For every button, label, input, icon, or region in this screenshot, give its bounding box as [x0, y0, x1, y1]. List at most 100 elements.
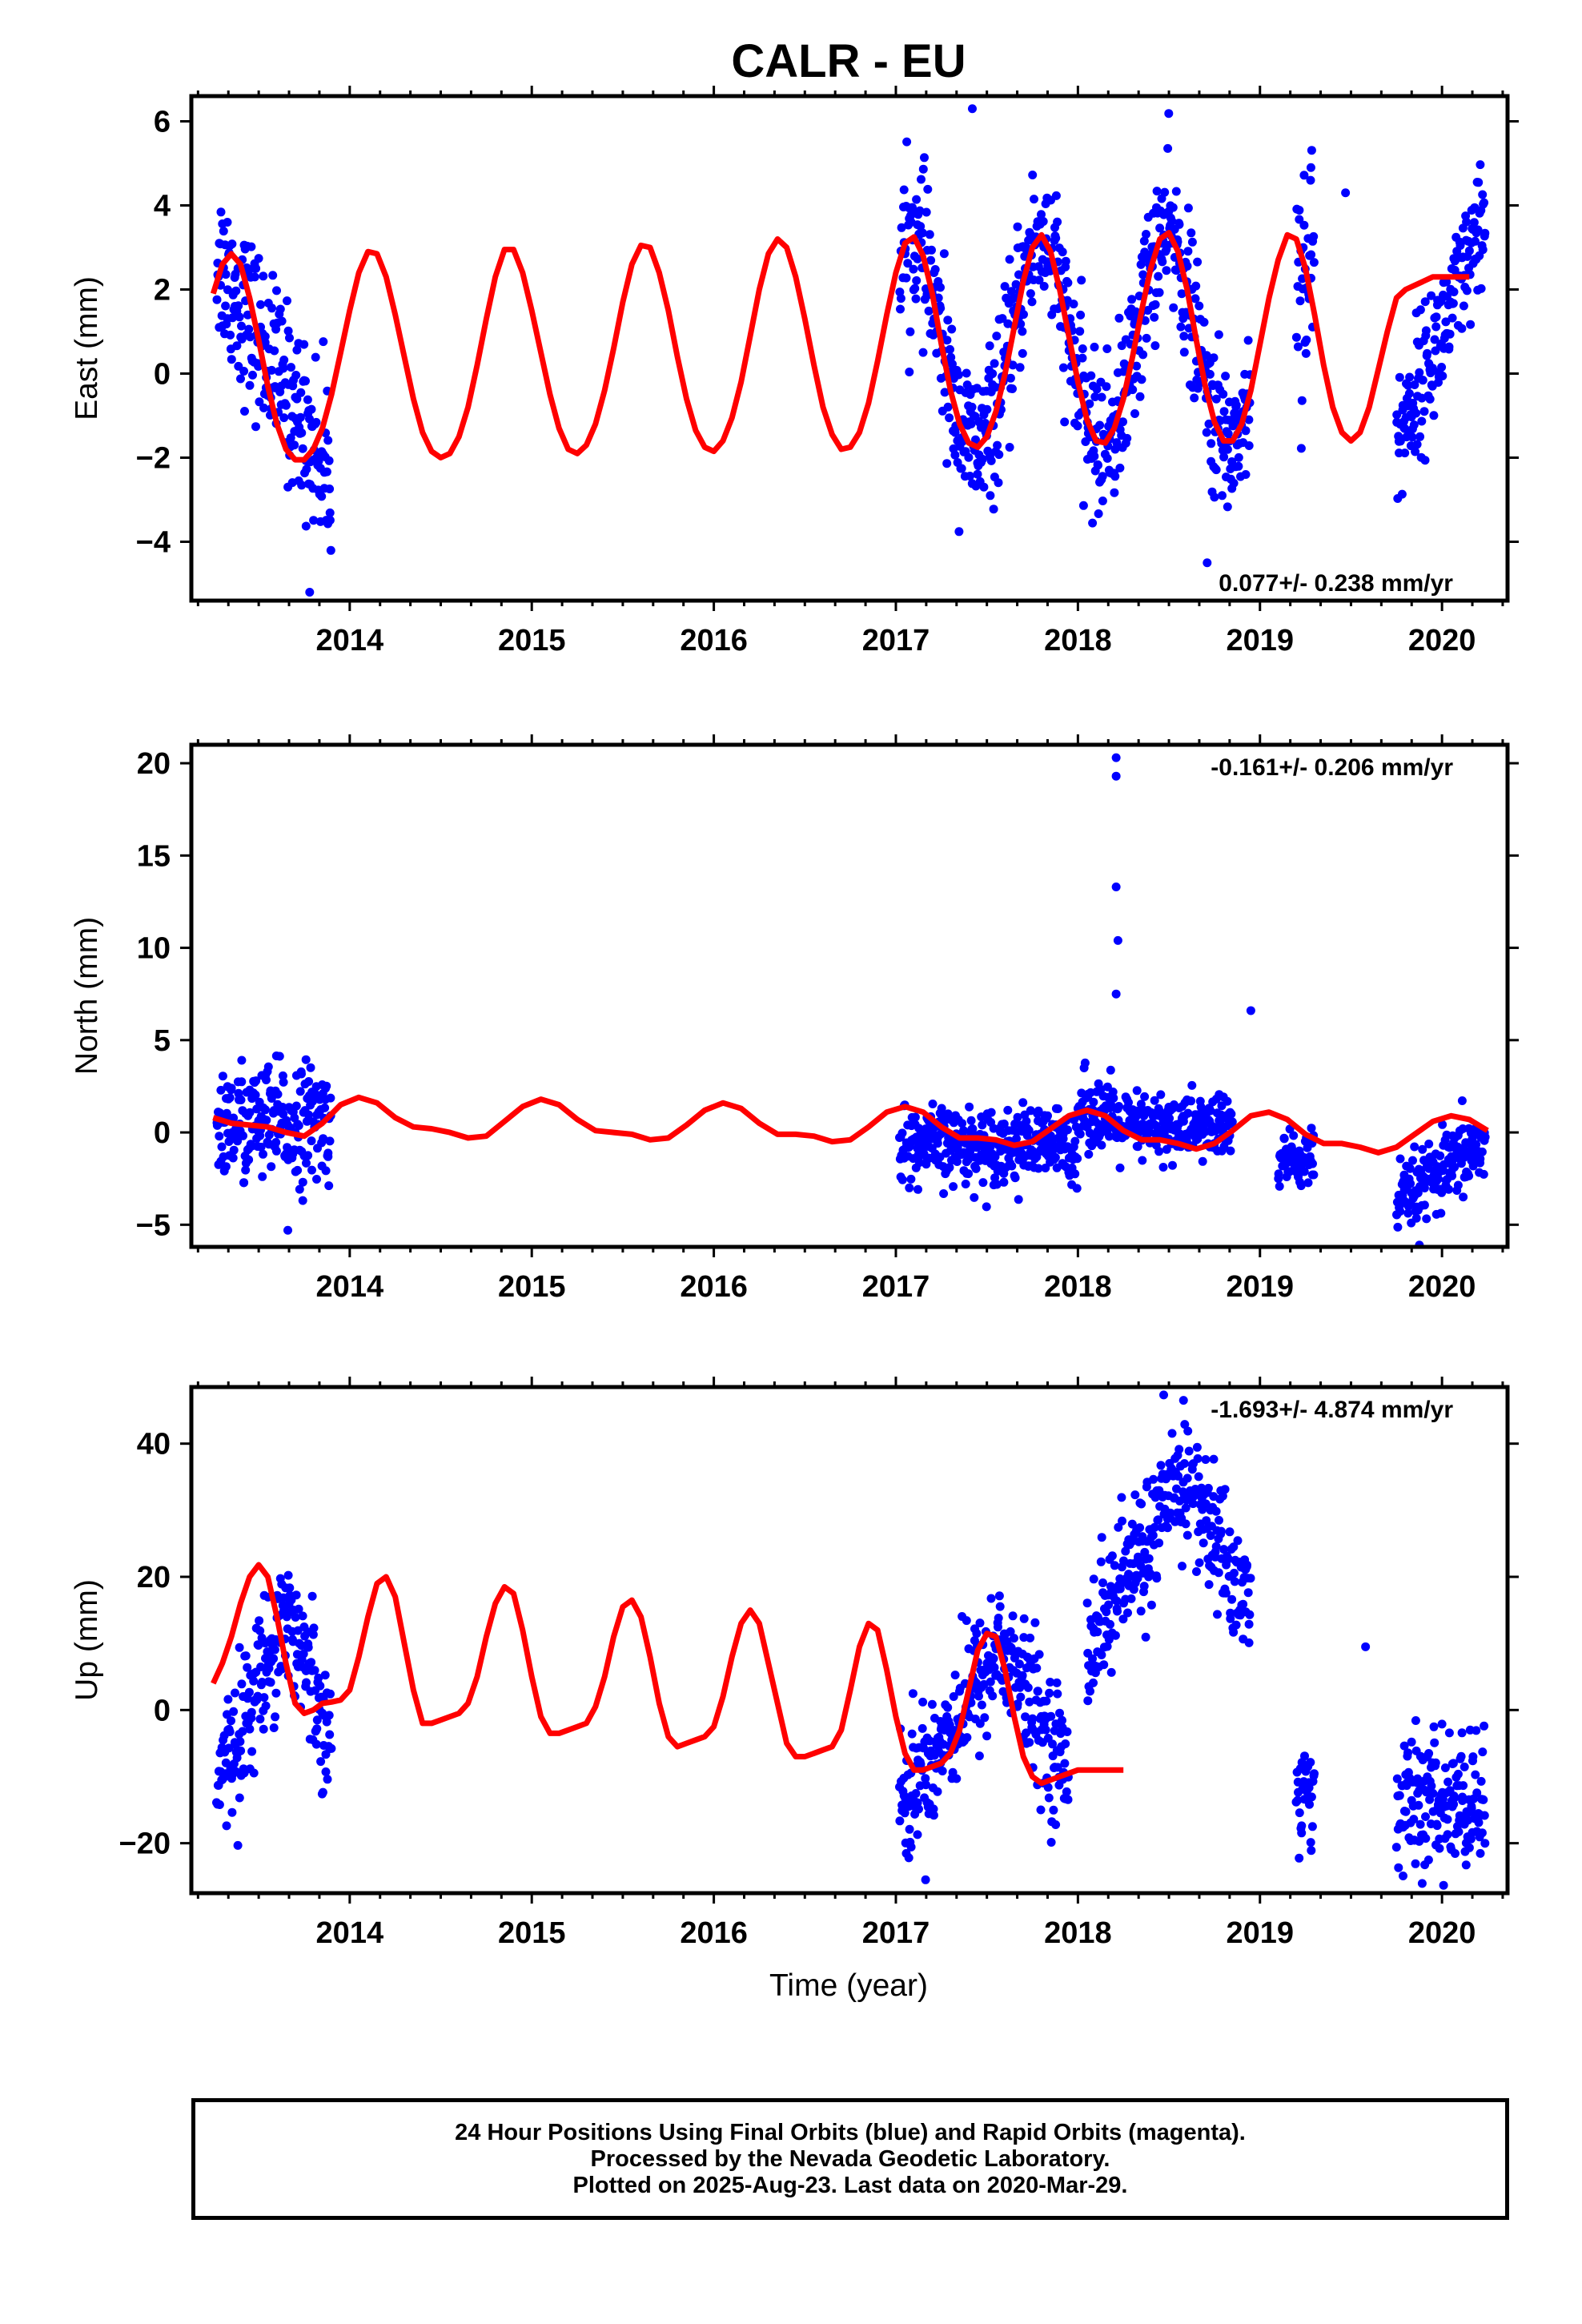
observation-point: [896, 294, 905, 304]
observation-point: [1150, 341, 1160, 351]
y-axis-label: East (mm): [70, 276, 104, 420]
observation-point: [222, 1108, 231, 1118]
observation-point: [939, 249, 949, 259]
observation-point: [1419, 1200, 1429, 1210]
observation-point: [1036, 1805, 1046, 1815]
observation-point: [1241, 470, 1251, 479]
observation-point: [982, 404, 992, 414]
observation-point: [1414, 1800, 1423, 1810]
observation-point: [1477, 1828, 1487, 1838]
observation-point: [979, 482, 989, 492]
observation-point: [1183, 1426, 1193, 1436]
observation-point: [990, 1173, 1000, 1183]
observation-point: [235, 1737, 245, 1747]
observation-point: [307, 1165, 316, 1175]
observation-point: [1459, 301, 1468, 311]
observation-point: [1393, 1222, 1403, 1232]
observation-point: [1395, 1791, 1404, 1800]
y-tick-label: −20: [119, 1827, 171, 1861]
observation-point: [1428, 1788, 1438, 1798]
observation-point: [283, 326, 293, 336]
observation-point: [1179, 1459, 1189, 1468]
observation-point: [225, 1727, 235, 1736]
observation-point: [1052, 1678, 1062, 1687]
observation-point: [1214, 330, 1223, 340]
observation-point: [1477, 1147, 1487, 1156]
observation-point: [237, 321, 246, 331]
observation-point: [1155, 223, 1165, 233]
observation-point: [1093, 1627, 1102, 1637]
observation-point: [1219, 1545, 1229, 1554]
observation-point: [1053, 1104, 1062, 1113]
observation-point: [1104, 1634, 1114, 1644]
observation-point: [945, 413, 954, 423]
observation-point: [1204, 419, 1214, 428]
observation-point: [1295, 215, 1304, 224]
observation-point: [1008, 384, 1017, 393]
observation-point: [316, 1757, 326, 1767]
observation-point: [1418, 376, 1427, 385]
observation-point: [966, 1116, 976, 1125]
observation-point: [1279, 1134, 1289, 1144]
plot-frame: [189, 94, 1510, 603]
observation-point: [1061, 1739, 1070, 1748]
observation-point: [1133, 1142, 1142, 1152]
observation-point: [297, 1069, 306, 1079]
observation-point: [1245, 1610, 1255, 1619]
observation-point: [267, 304, 277, 313]
observation-point: [1215, 1515, 1223, 1525]
observation-point: [911, 1789, 921, 1798]
observation-point: [1434, 1174, 1443, 1184]
observation-point: [251, 263, 261, 273]
observation-point: [1462, 217, 1472, 227]
observation-point: [986, 456, 996, 465]
observation-point: [1443, 1815, 1452, 1824]
observation-point: [1132, 1086, 1142, 1096]
observation-point: [1274, 1169, 1283, 1179]
observation-point: [986, 1677, 995, 1687]
observation-point: [1307, 1792, 1316, 1802]
y-tick-label: 40: [137, 1428, 171, 1462]
observation-point: [1106, 1065, 1115, 1075]
observation-point: [964, 1169, 974, 1179]
observation-point: [917, 228, 927, 238]
x-tick-label: 2016: [680, 1916, 748, 1950]
observation-point: [1136, 1561, 1146, 1570]
observation-point: [1307, 250, 1316, 259]
observation-point: [947, 324, 957, 334]
observation-point: [946, 344, 954, 354]
observation-point: [1146, 1600, 1156, 1610]
observation-point: [254, 1641, 263, 1650]
observation-point: [285, 1583, 295, 1593]
observation-point: [1233, 1536, 1243, 1546]
observation-point: [249, 1676, 259, 1686]
observation-point: [1106, 1619, 1114, 1629]
y-tick-label: −2: [136, 442, 171, 476]
observation-point: [953, 1157, 962, 1166]
observation-point: [250, 272, 259, 282]
observation-point: [1110, 1561, 1119, 1570]
observation-point: [942, 459, 952, 468]
observation-point: [312, 1715, 322, 1725]
observation-point: [1070, 1169, 1080, 1179]
observation-point: [1034, 1650, 1044, 1659]
observation-point: [949, 1692, 958, 1701]
observation-point: [245, 1108, 255, 1117]
observation-point: [1450, 1162, 1460, 1172]
observation-point: [921, 207, 931, 217]
x-tick-label: 2020: [1408, 624, 1476, 657]
observation-point: [283, 296, 291, 306]
observation-point: [1297, 1828, 1307, 1838]
observation-point: [325, 508, 335, 517]
observation-point: [236, 1096, 246, 1104]
observation-point: [914, 1158, 924, 1168]
observation-point: [1429, 1722, 1439, 1731]
observation-point: [1468, 1752, 1478, 1762]
observation-point: [1407, 432, 1417, 442]
observation-point: [1421, 1812, 1430, 1821]
observation-point: [1409, 1815, 1419, 1824]
observation-point: [1399, 1741, 1409, 1751]
observation-point: [1441, 317, 1451, 327]
observation-point: [1211, 465, 1221, 475]
observation-point: [1049, 1805, 1058, 1815]
